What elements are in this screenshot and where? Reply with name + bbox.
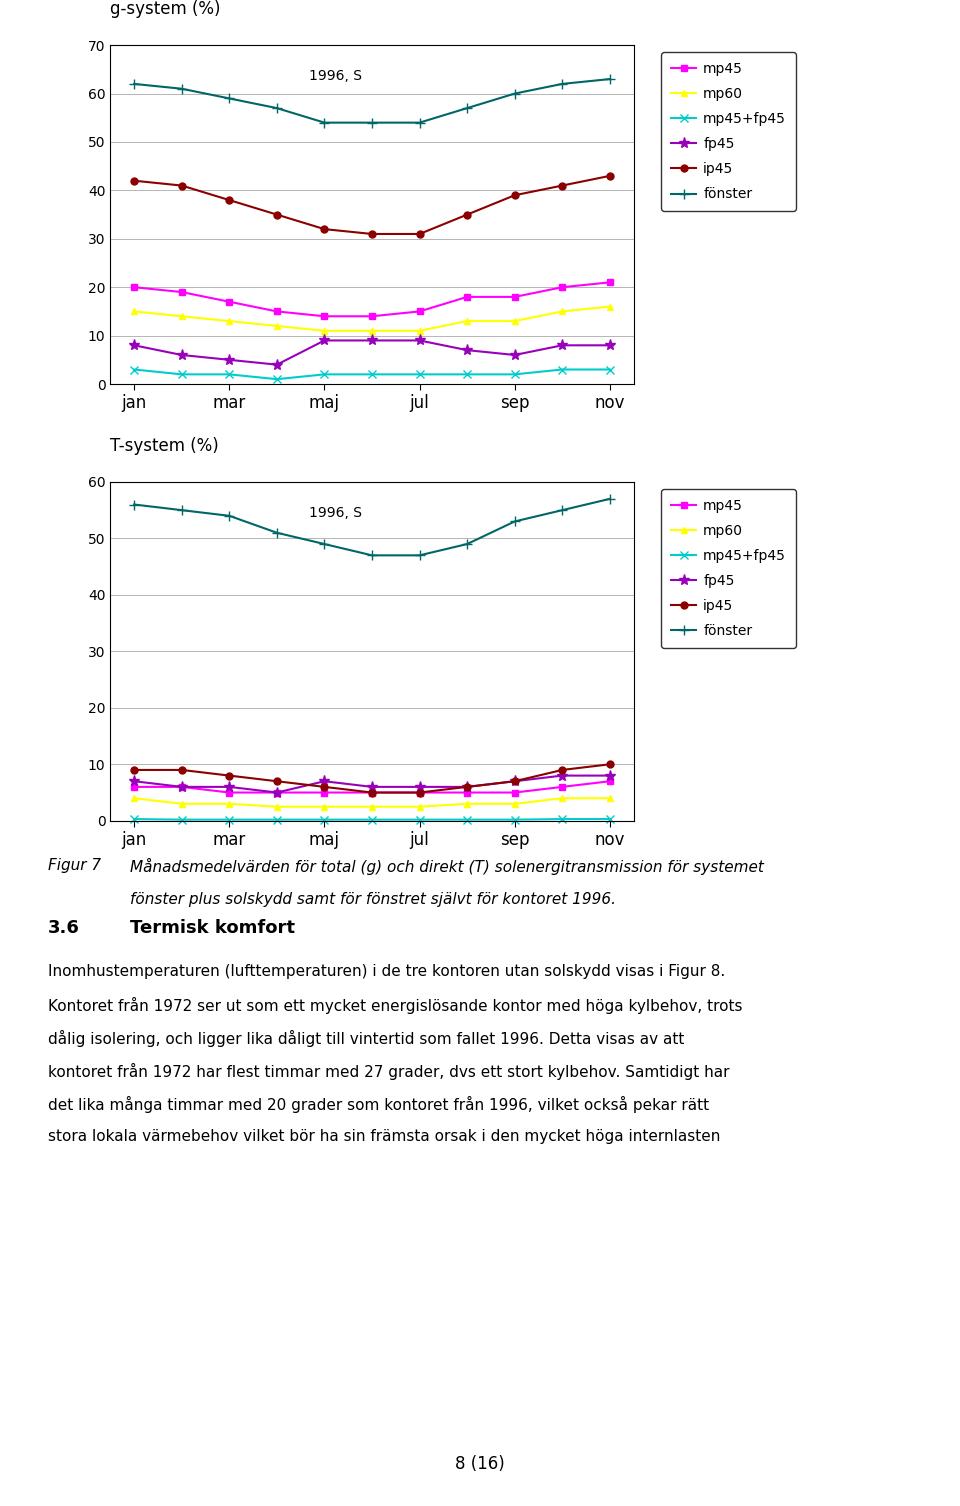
Legend: mp45, mp60, mp45+fp45, fp45, ip45, fönster: mp45, mp60, mp45+fp45, fp45, ip45, fönst… xyxy=(661,489,796,648)
Text: stora lokala värmebehov vilket bör ha sin främsta orsak i den mycket höga intern: stora lokala värmebehov vilket bör ha si… xyxy=(48,1130,720,1145)
Text: Termisk komfort: Termisk komfort xyxy=(130,919,295,937)
Text: dålig isolering, och ligger lika dåligt till vintertid som fallet 1996. Detta vi: dålig isolering, och ligger lika dåligt … xyxy=(48,1030,684,1047)
Text: 1996, S: 1996, S xyxy=(309,506,362,520)
Text: 1996, S: 1996, S xyxy=(309,69,362,83)
Text: 3.6: 3.6 xyxy=(48,919,80,937)
Text: T-system (%): T-system (%) xyxy=(110,437,219,455)
Text: Månadsmedelvärden för total (g) och direkt (T) solenergitransmission för systeme: Månadsmedelvärden för total (g) och dire… xyxy=(130,858,763,875)
Text: det lika många timmar med 20 grader som kontoret från 1996, vilket också pekar r: det lika många timmar med 20 grader som … xyxy=(48,1096,709,1113)
Text: fönster plus solskydd samt för fönstret självt för kontoret 1996.: fönster plus solskydd samt för fönstret … xyxy=(130,892,615,907)
Text: Kontoret från 1972 ser ut som ett mycket energislösande kontor med höga kylbehov: Kontoret från 1972 ser ut som ett mycket… xyxy=(48,997,742,1014)
Text: 8 (16): 8 (16) xyxy=(455,1455,505,1473)
Text: g-system (%): g-system (%) xyxy=(110,0,221,18)
Text: Figur 7: Figur 7 xyxy=(48,858,101,873)
Text: kontoret från 1972 har flest timmar med 27 grader, dvs ett stort kylbehov. Samti: kontoret från 1972 har flest timmar med … xyxy=(48,1063,730,1080)
Legend: mp45, mp60, mp45+fp45, fp45, ip45, fönster: mp45, mp60, mp45+fp45, fp45, ip45, fönst… xyxy=(661,53,796,211)
Text: Inomhustemperaturen (lufttemperaturen) i de tre kontoren utan solskydd visas i F: Inomhustemperaturen (lufttemperaturen) i… xyxy=(48,964,725,979)
